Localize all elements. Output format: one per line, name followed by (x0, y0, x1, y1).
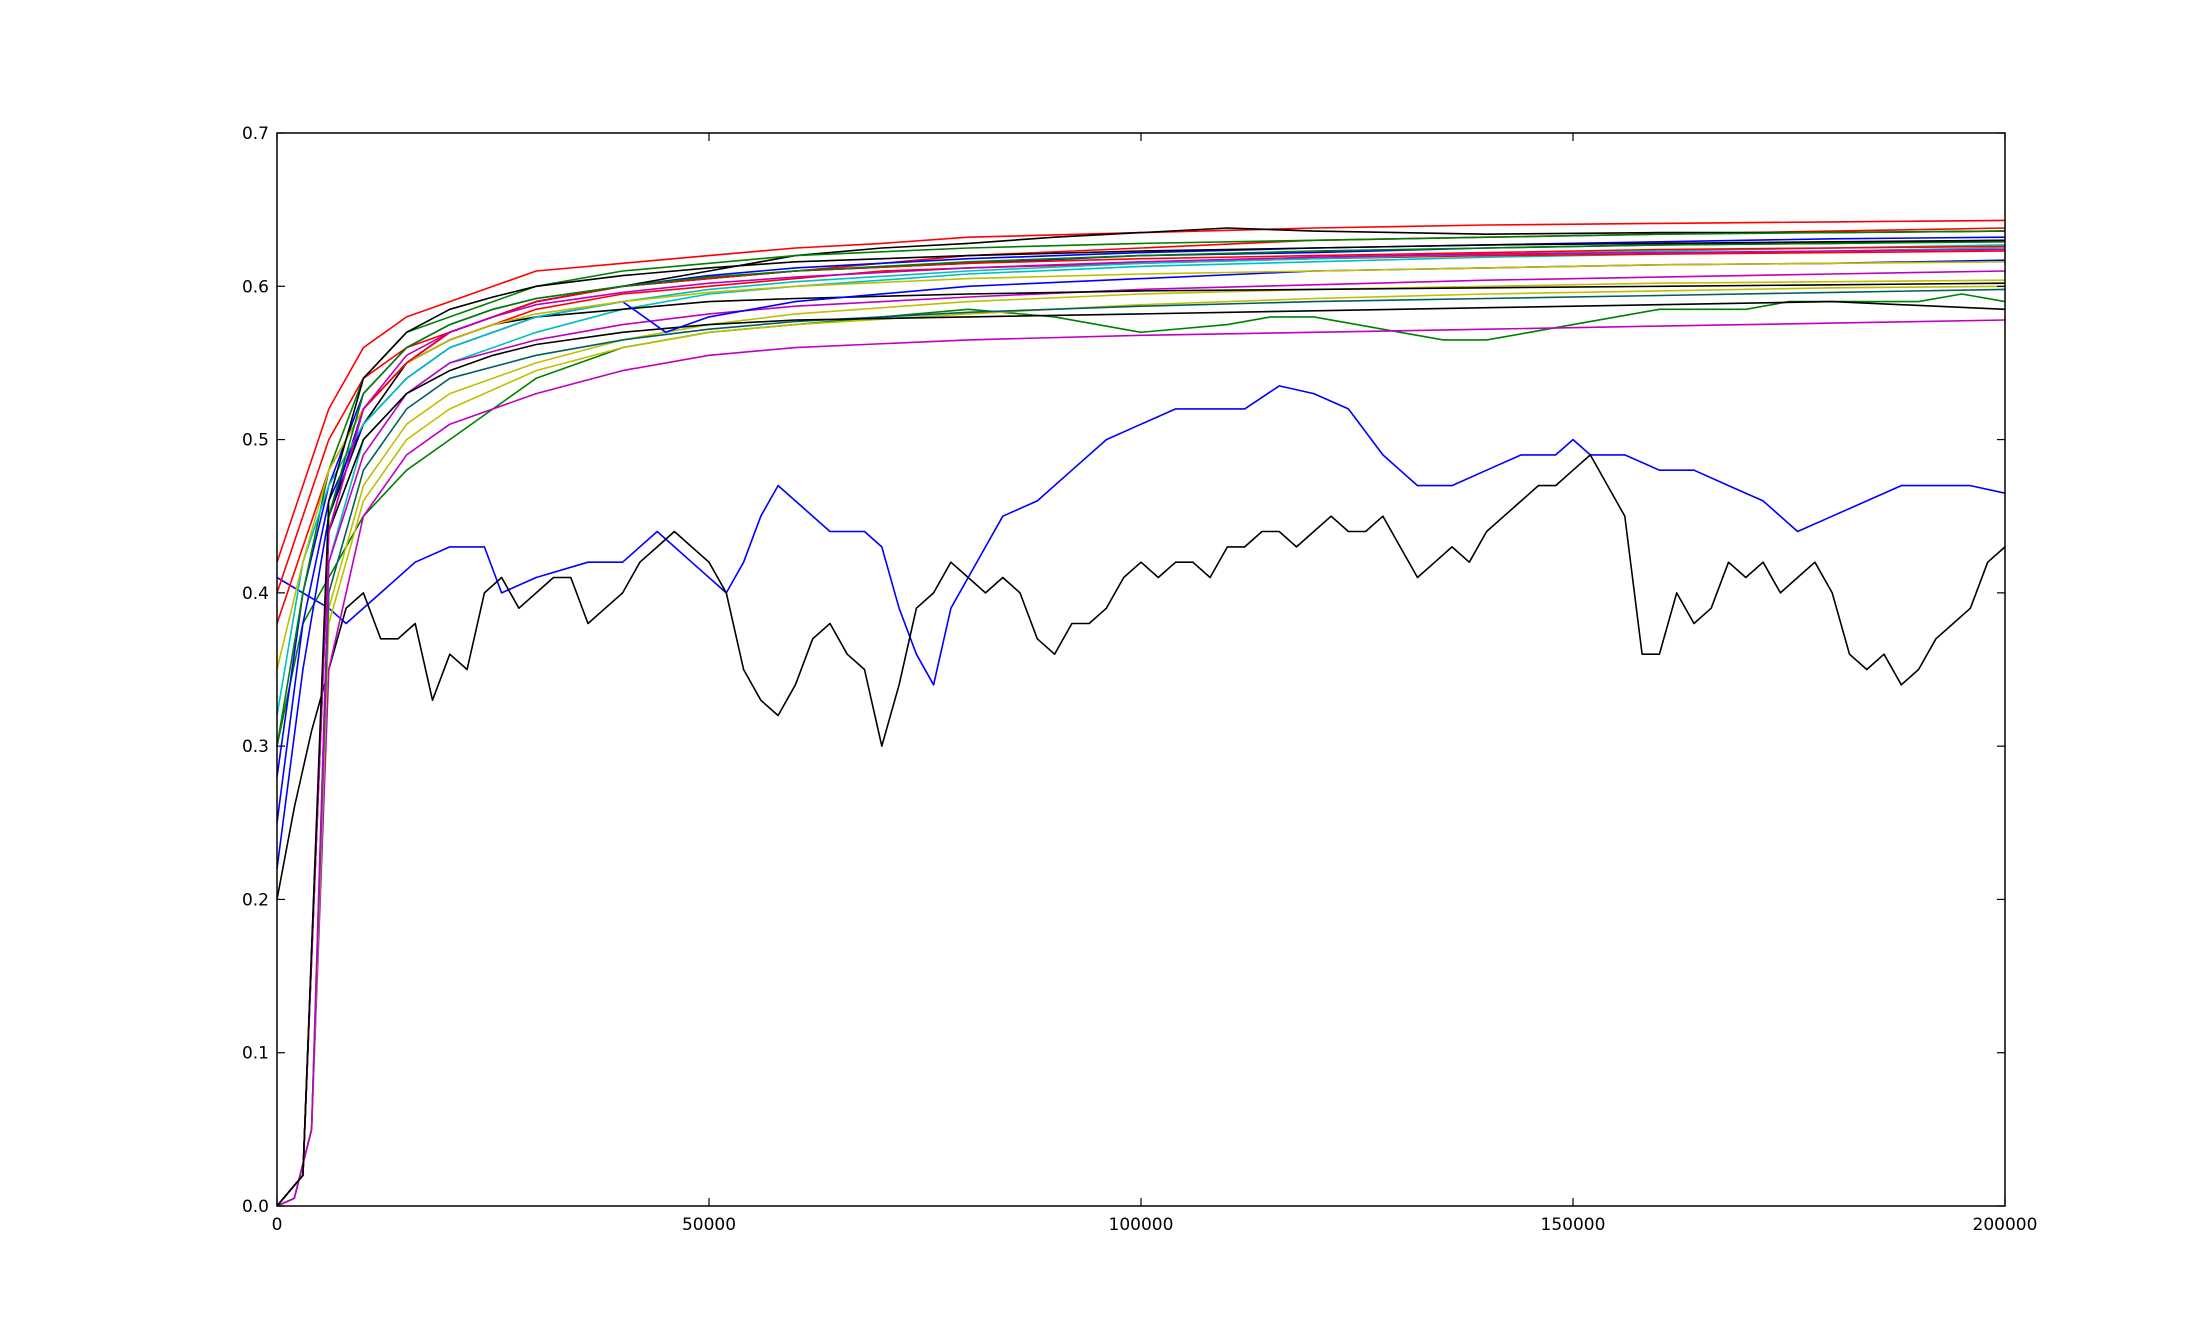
x-tick-label: 50000 (682, 1215, 736, 1235)
x-tick-label: 100000 (1109, 1215, 1174, 1235)
series-line-9 (276, 270, 2006, 1207)
y-tick-label: 0.4 (242, 584, 269, 604)
x-tick-label: 0 (272, 1215, 283, 1235)
series-layer (276, 219, 2006, 1207)
series-line-4 (276, 319, 2006, 1207)
series-line-21 (276, 261, 2006, 670)
series-line-25 (276, 239, 2006, 1207)
tick-layer: 0 50000 100000 150000 200000 0.0 0.1 0.2 0.3 0.4 0… (242, 124, 2038, 1235)
y-tick-label: 0.2 (242, 890, 269, 910)
x-tick-label: 150000 (1541, 1215, 1606, 1235)
y-tick-label: 0.5 (242, 431, 269, 451)
plot-area-frame (276, 132, 2006, 1207)
series-line-14 (276, 300, 2006, 1207)
y-tick-label: 0.6 (242, 277, 269, 297)
series-line-24 (276, 248, 2006, 1207)
series-line-11 (276, 219, 2006, 563)
series-line-23 (276, 241, 2006, 1207)
series-line-19 (276, 230, 2006, 747)
y-tick-label: 0.0 (242, 1197, 269, 1217)
series-line-2 (276, 454, 2006, 900)
y-tick-label: 0.1 (242, 1044, 269, 1064)
series-line-1 (276, 385, 2006, 686)
x-tick-label: 200000 (1973, 1215, 2038, 1235)
y-tick-label: 0.3 (242, 737, 269, 757)
y-tick-label: 0.7 (242, 124, 269, 144)
series-line-3 (276, 293, 2006, 747)
